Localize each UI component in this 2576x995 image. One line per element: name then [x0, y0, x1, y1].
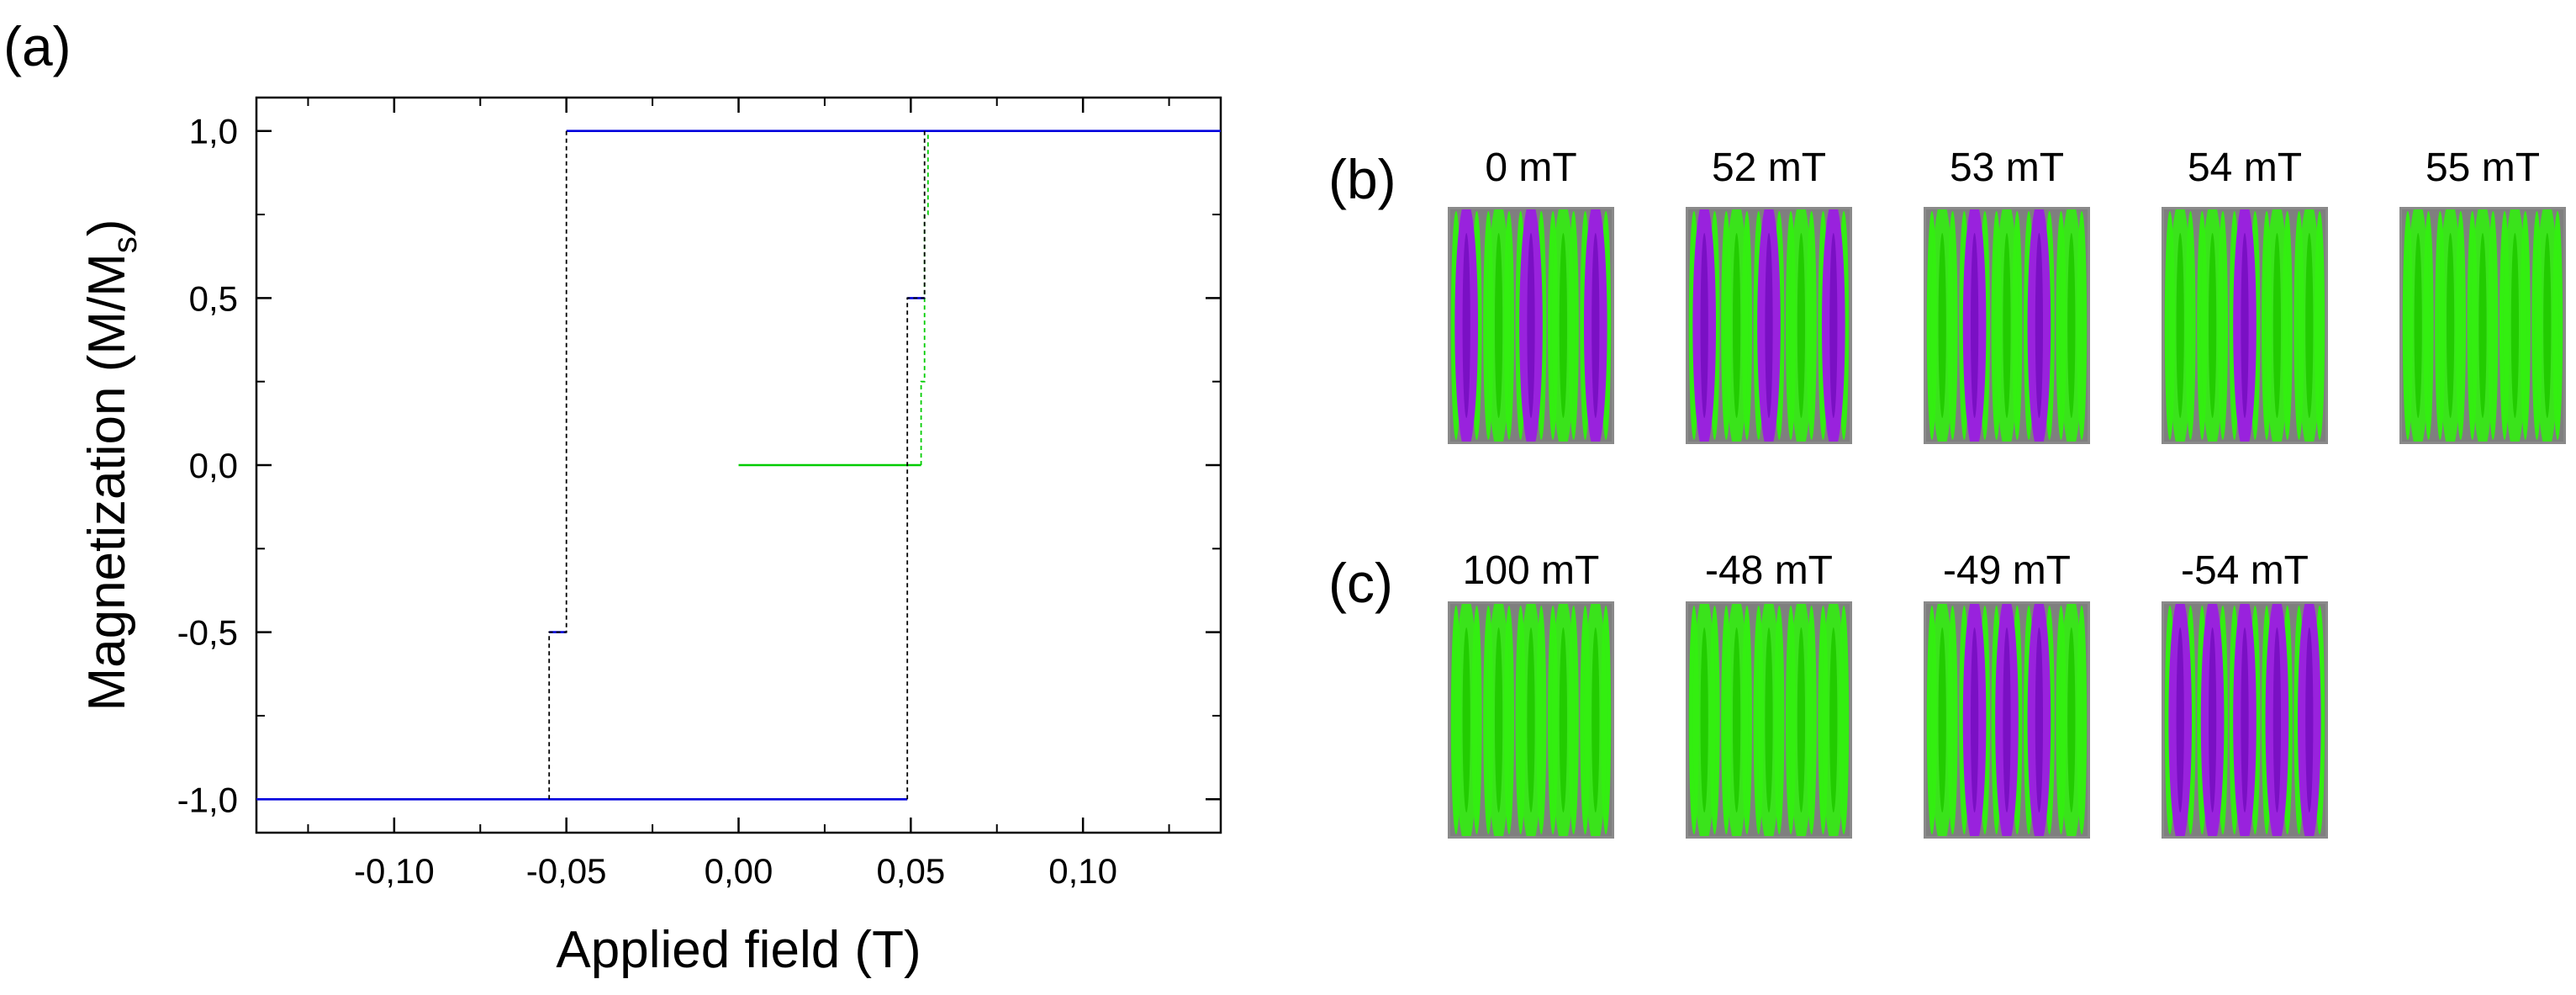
domain-core: [1765, 233, 1773, 418]
domain-core: [2478, 233, 2487, 418]
domain-core: [2067, 627, 2076, 812]
domain-core: [1829, 627, 1838, 812]
domain-core: [1592, 233, 1600, 418]
snapshot-label: 100 mT: [1462, 548, 1600, 593]
y-tick-label: 0,5: [189, 278, 238, 318]
domain-core: [1938, 627, 1946, 812]
domain-core: [1829, 233, 1838, 418]
domain-core: [1592, 627, 1600, 812]
panel-label-c: (c): [1328, 552, 1393, 614]
panel-label-b: (b): [1328, 148, 1396, 210]
magnetization-chart: (a) -0,10 -0,05 0,00 0,05 0,101,00,50,0-0,5-…: [3, 15, 1222, 979]
domain-snapshot-image: [2162, 601, 2328, 839]
domain-core: [1700, 233, 1708, 418]
domain-core: [2241, 627, 2249, 812]
domain-core: [2510, 233, 2520, 418]
domain-core: [1797, 233, 1806, 418]
snapshot-label: 0 mT: [1485, 146, 1577, 190]
y-tick-label: 0,0: [189, 446, 238, 485]
domain-snapshot-image: [2399, 207, 2566, 444]
domain-snapshot-image: [1924, 601, 2090, 839]
domain-core: [1970, 233, 1979, 418]
domain-core: [1527, 233, 1535, 418]
domain-core: [2446, 233, 2455, 418]
domain-core: [2067, 233, 2076, 418]
domain-core: [1462, 233, 1470, 418]
domain-core: [2208, 627, 2217, 812]
domain-snapshot-image: [1686, 601, 1852, 839]
snapshot-label: -49 mT: [1942, 548, 2071, 593]
x-tick-label: 0,00: [705, 851, 773, 891]
domain-core: [1732, 233, 1741, 418]
x-tick-label: 0,05: [876, 851, 945, 891]
domain-core: [1527, 627, 1535, 812]
domain-core: [2414, 233, 2422, 418]
snapshot-label: -54 mT: [2180, 548, 2309, 593]
domain-core: [2208, 233, 2217, 418]
domain-core: [2003, 627, 2011, 812]
domain-core: [1970, 627, 1979, 812]
domain-core: [1494, 233, 1503, 418]
domain-core: [1494, 627, 1503, 812]
domain-core: [2305, 627, 2314, 812]
domain-core: [2176, 627, 2184, 812]
domain-core: [2003, 233, 2011, 418]
domain-core: [1938, 233, 1946, 418]
snapshot-label: 52 mT: [1711, 146, 1827, 190]
domain-core: [2305, 233, 2314, 418]
domain-snapshot-image: [1448, 207, 1614, 444]
snapshot-label: -48 mT: [1704, 548, 1833, 593]
snapshot-label: 55 mT: [2425, 146, 2541, 190]
x-tick-label: -0,05: [526, 851, 607, 891]
series-ascending-jumps: [906, 130, 926, 800]
domain-core: [2272, 627, 2282, 812]
snapshot-label: 54 mT: [2187, 146, 2303, 190]
x-axis-label: Applied field (T): [556, 921, 921, 979]
y-tick-label: -1,0: [177, 780, 238, 819]
domain-core: [1765, 627, 1773, 812]
y-tick-label: 1,0: [189, 112, 238, 151]
domain-core: [2035, 627, 2044, 812]
domain-core: [2543, 233, 2552, 418]
domain-core: [2035, 233, 2044, 418]
snapshot-label: 53 mT: [1949, 146, 2065, 190]
plot-area: -0,10 -0,05 0,00 0,05 0,10 1,0 0,5 0,0 -0,5 -1,0 A…: [78, 96, 1222, 979]
domain-core: [1732, 627, 1741, 812]
domain-snapshot-image: [1448, 601, 1614, 839]
domain-core: [2272, 233, 2282, 418]
domain-core: [2176, 233, 2184, 418]
domain-core: [1462, 627, 1470, 812]
domain-snapshot-image: [1686, 207, 1852, 444]
x-tick-label: -0,10: [354, 851, 435, 891]
x-tick-label: 0,10: [1048, 851, 1117, 891]
y-tick-label: -0,5: [177, 613, 238, 653]
series-descending-jumps: [548, 130, 567, 800]
y-axis-label: Magnetization (M/Ms): [78, 219, 144, 711]
panel-label-a: (a): [3, 15, 71, 77]
domain-core: [2241, 233, 2249, 418]
domain-snapshot-image: [1924, 207, 2090, 444]
domain-core: [1559, 627, 1568, 812]
domain-core: [1797, 627, 1806, 812]
domain-core: [1559, 233, 1568, 418]
domain-snapshot-image: [2162, 207, 2328, 444]
domain-core: [1700, 627, 1708, 812]
